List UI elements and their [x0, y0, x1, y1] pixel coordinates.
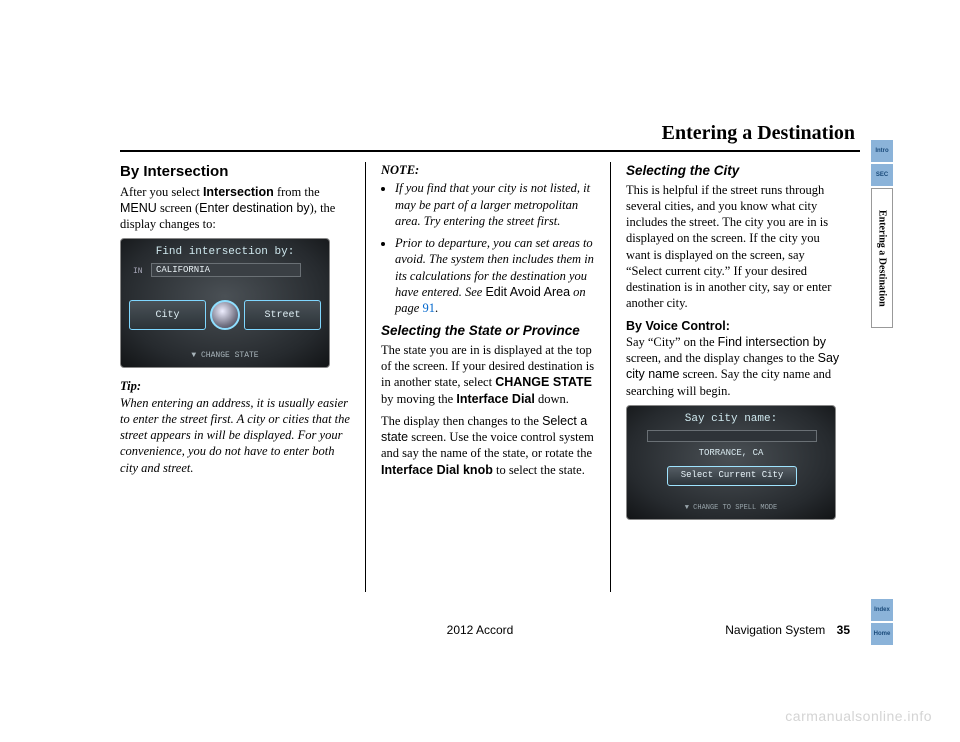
nav-screenshot-find-intersection: Find intersection by: IN CALIFORNIA City… — [120, 238, 330, 368]
nav-street-button: Street — [244, 300, 321, 330]
tip-label: Tip: — [120, 379, 141, 393]
nav-knob-icon — [210, 300, 240, 330]
col2-p2: The state you are in is displayed at the… — [381, 342, 595, 407]
nav-city-result: TORRANCE, CA — [627, 448, 835, 460]
text: down. — [535, 392, 569, 406]
text-bold: Intersection — [203, 185, 274, 199]
text-bold: CHANGE STATE — [495, 375, 592, 389]
page-link[interactable]: 91 — [422, 301, 435, 315]
side-tabs-top: Intro SEC Entering a Destination — [871, 140, 893, 330]
text: from the — [274, 185, 320, 199]
footer-right: Navigation System 35 — [725, 623, 850, 637]
content-columns: By Intersection After you select Interse… — [120, 162, 860, 592]
footer-label: Navigation System — [725, 623, 825, 637]
heading-selecting-state: Selecting the State or Province — [381, 322, 595, 340]
watermark: carmanualsonline.info — [785, 708, 932, 724]
nav-in-label: IN — [133, 267, 143, 277]
text-sans: Find intersection by — [718, 335, 826, 349]
text: Edit Avoid Area — [485, 285, 570, 299]
column-2: NOTE: If you find that your city is not … — [365, 162, 610, 592]
nav-title: Find intersection by: — [121, 245, 329, 259]
text: After you select — [120, 185, 203, 199]
header-rule — [120, 150, 860, 152]
text-bold: Interface Dial — [456, 392, 535, 406]
nav-select-current-city-button: Select Current City — [667, 466, 797, 486]
nav-city-input — [647, 430, 817, 442]
nav-title: Say city name: — [627, 412, 835, 426]
column-1: By Intersection After you select Interse… — [120, 162, 365, 592]
text: . — [435, 301, 438, 315]
text: screen. Use the voice control system and… — [381, 430, 594, 460]
note-item-1: If you find that your city is not listed… — [395, 180, 595, 229]
tab-current-section: Entering a Destination — [871, 188, 893, 328]
footer-page-number: 35 — [837, 623, 850, 637]
note-label: NOTE: — [381, 162, 595, 178]
note-item-2: Prior to departure, you can set areas to… — [395, 235, 595, 316]
nav-state-box: CALIFORNIA — [151, 263, 301, 277]
heading-by-intersection: By Intersection — [120, 162, 350, 182]
nav-spell-mode-label: ▼ CHANGE TO SPELL MODE — [627, 505, 835, 513]
tab-intro[interactable]: Intro — [871, 140, 893, 162]
page-title: Entering a Destination — [662, 122, 855, 145]
text: to select the state. — [493, 463, 585, 477]
nav-pill-row: City Street — [129, 297, 321, 333]
tab-sec[interactable]: SEC — [871, 164, 893, 186]
column-3: Selecting the City This is helpful if th… — [610, 162, 855, 592]
text: Say “City” on the — [626, 335, 718, 349]
text-bold: Interface Dial knob — [381, 463, 493, 477]
text-sans: MENU — [120, 201, 157, 215]
col1-intro: After you select Intersection from the M… — [120, 184, 350, 233]
heading-selecting-city: Selecting the City — [626, 162, 840, 180]
note-list: If you find that your city is not listed… — [381, 180, 595, 316]
text: by moving the — [381, 392, 456, 406]
text: screen, and the display changes to the — [626, 351, 818, 365]
text: screen ( — [157, 201, 199, 215]
text-sans: Enter destination by — [199, 201, 310, 215]
col3-p2: Say “City” on the Find intersection by s… — [626, 334, 840, 399]
tip-block: Tip: When entering an address, it is usu… — [120, 378, 350, 476]
manual-page: Entering a Destination Intro SEC Enterin… — [0, 0, 960, 742]
nav-screenshot-say-city: Say city name: TORRANCE, CA Select Curre… — [626, 405, 836, 520]
tab-index[interactable]: Index — [871, 599, 893, 621]
nav-change-state-label: ▼ CHANGE STATE — [121, 351, 329, 361]
heading-voice-control: By Voice Control: — [626, 318, 840, 334]
nav-city-button: City — [129, 300, 206, 330]
text: The display then changes to the — [381, 414, 542, 428]
col3-p1: This is helpful if the street runs throu… — [626, 182, 840, 312]
col2-p3: The display then changes to the Select a… — [381, 413, 595, 478]
tip-body: When entering an address, it is usually … — [120, 396, 350, 475]
